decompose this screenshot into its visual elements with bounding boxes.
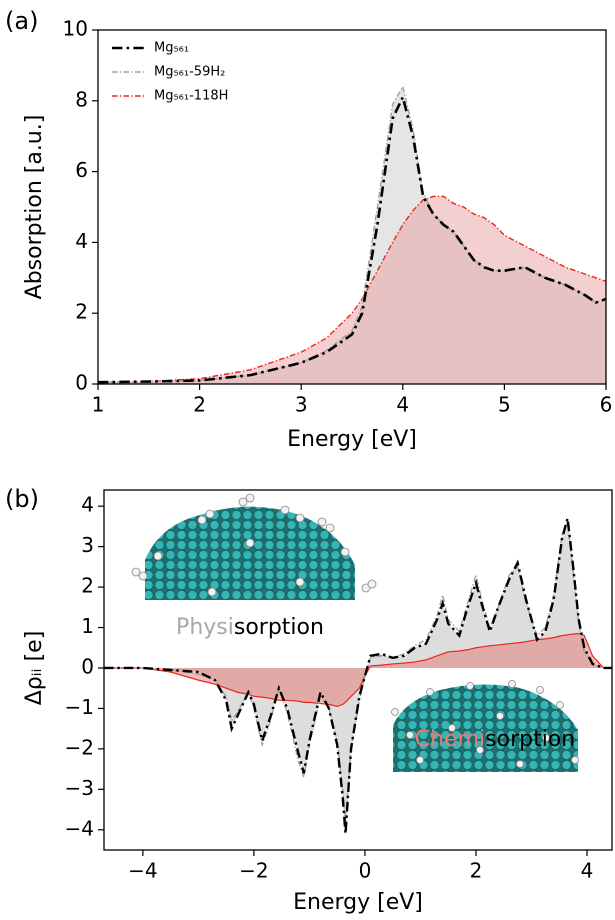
area-fill [104, 633, 612, 707]
x-tick-label: 3 [295, 393, 308, 417]
cluster-chemisorption [391, 680, 579, 772]
panel-label: (b) [5, 485, 39, 513]
x-tick-label: 2 [470, 859, 483, 883]
annotation-part: sorption [485, 727, 575, 752]
annotation-part: Chemi [415, 727, 485, 752]
panel-label: (a) [5, 7, 38, 35]
y-tick-label: 10 [63, 17, 88, 41]
x-tick-label: 6 [600, 393, 613, 417]
x-tick-label: 1 [92, 393, 105, 417]
y-axis-label: Δρᵢᵢ [e] [22, 631, 47, 706]
y-tick-label: 2 [81, 574, 94, 598]
annotation: Physisorption [176, 615, 324, 640]
series-line [104, 519, 612, 822]
annotation-part: sorption [234, 615, 324, 640]
y-tick-label: 6 [75, 158, 88, 182]
x-axis-label: Energy [eV] [293, 890, 423, 915]
plot-area [98, 84, 606, 384]
annotation-part: Physi [176, 615, 234, 640]
y-tick-label: −1 [65, 695, 94, 719]
series-line [104, 632, 612, 708]
series-line [104, 517, 612, 834]
y-tick-label: 8 [75, 87, 88, 111]
series-line [98, 84, 606, 383]
x-tick-label: 4 [581, 859, 594, 883]
annotation: Chemisorption [415, 727, 575, 752]
x-axis-label: Energy [eV] [287, 427, 417, 452]
y-tick-label: 0 [81, 654, 94, 678]
axes-frame [103, 489, 613, 851]
x-tick-label: 5 [498, 393, 511, 417]
area-fill [98, 196, 606, 384]
y-tick-label: 3 [81, 533, 94, 557]
x-tick-label: 2 [193, 393, 206, 417]
y-tick-label: 4 [75, 229, 88, 253]
x-tick-label: −4 [128, 859, 157, 883]
x-tick-label: −2 [239, 859, 268, 883]
y-tick-label: 2 [75, 300, 88, 324]
legend-label: Mg₅₆₁-59H₂ [154, 65, 225, 80]
y-tick-label: −4 [65, 816, 94, 840]
y-tick-label: 4 [81, 493, 94, 517]
x-tick-label: 4 [396, 393, 409, 417]
legend-label: Mg₅₆₁ [154, 41, 189, 56]
series-line [98, 195, 606, 383]
y-tick-label: 0 [75, 371, 88, 395]
y-tick-label: −2 [65, 735, 94, 759]
legend-label: Mg₅₆₁-118H [154, 89, 228, 104]
plot-area [104, 517, 612, 834]
series-line [98, 93, 606, 384]
y-tick-label: 1 [81, 614, 94, 638]
axes-frame [97, 29, 607, 385]
cluster-physisorption [131, 493, 377, 600]
y-axis-label: Absorption [a.u.] [22, 115, 47, 300]
x-tick-label: 0 [359, 859, 372, 883]
y-tick-label: −3 [65, 776, 94, 800]
